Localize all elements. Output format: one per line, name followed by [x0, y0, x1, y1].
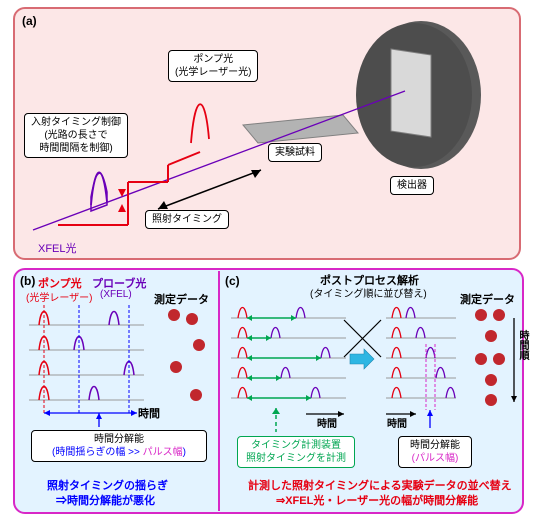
xfel-label: XFEL光: [38, 240, 77, 256]
c-res-sub: (パルス幅): [412, 453, 459, 464]
panel-divider: [218, 271, 220, 511]
c-meas2: 照射タイミングを計測: [246, 453, 346, 464]
label-sample: 実験試料: [268, 143, 322, 162]
b-res-title: 時間分解能: [94, 434, 144, 445]
panel-c-svg: [226, 302, 524, 442]
c-time2: 時間: [387, 415, 407, 430]
panel-c-tag: (c): [225, 274, 240, 288]
b-res-sub-b: パルス幅: [143, 447, 183, 458]
c-meas1: タイミング計測装置: [251, 440, 341, 451]
label-irrad-timing: 照射タイミング: [145, 210, 229, 229]
label-pump-a: ポンプ光 (光学レーザー光): [168, 50, 258, 82]
b-resolution-box: 時間分解能 (時間揺らぎの幅 >> パルス幅): [31, 430, 207, 462]
c-timeorder: 時間順: [515, 330, 530, 360]
b-res-sub-a: (時間揺らぎの幅 >>: [52, 447, 143, 458]
c-bottom2: ⇒XFEL光・レーザー光の幅が時間分解能: [276, 492, 478, 508]
b-pump-sub: (光学レーザー): [26, 289, 92, 304]
label-timing-control: 入射タイミング制御 (光路の長さで 時間間隔を制御): [24, 113, 128, 158]
b-time: 時間: [138, 405, 160, 421]
b-probe-sub: (XFEL): [100, 289, 132, 300]
figure-canvas: (a) 入射タイミング制御 (光路の長さで 時間間隔を制御) ポンプ光 (光学レ…: [0, 0, 540, 524]
c-res-title: 時間分解能: [410, 440, 460, 451]
c-bottom1: 計測した照射タイミングによる実験データの並べ替え: [248, 477, 512, 493]
panel-b-tag: (b): [20, 274, 35, 288]
c-title-b: (タイミング順に並び替え): [310, 285, 427, 300]
panel-b-svg: [24, 305, 214, 435]
b-bottom1: 照射タイミングの揺らぎ: [47, 477, 168, 493]
b-res-sub-c: ): [183, 447, 186, 458]
c-res-box: 時間分解能 (パルス幅): [398, 436, 472, 468]
b-bottom2: ⇒時間分解能が悪化: [56, 492, 155, 508]
c-meas-device: タイミング計測装置 照射タイミングを計測: [237, 436, 355, 468]
c-time: 時間: [317, 415, 337, 430]
label-detector: 検出器: [390, 176, 434, 195]
